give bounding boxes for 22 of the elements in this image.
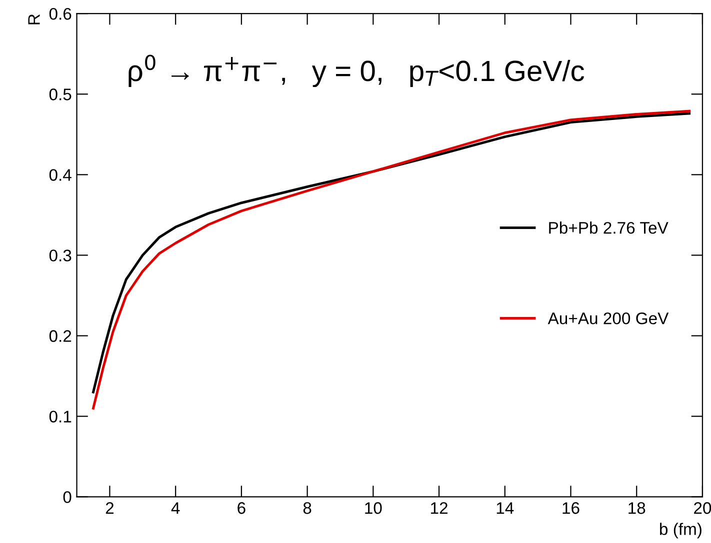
x-tick-label: 12 <box>431 502 448 514</box>
x-axis-title: b (fm) <box>660 522 702 538</box>
legend-label: Pb+Pb 2.76 TeV <box>549 222 668 234</box>
x-tick-label: 10 <box>365 502 382 514</box>
y-tick-label: 0.4 <box>49 169 72 181</box>
x-tick-label: 2 <box>106 502 114 514</box>
x-tick-label: 18 <box>628 502 646 514</box>
x-tick-label: 6 <box>238 502 246 514</box>
y-tick-label: 0.1 <box>49 410 72 423</box>
y-tick-label: 0.2 <box>49 330 72 342</box>
x-tick-label: 20 <box>694 502 711 514</box>
y-tick-label: 0.3 <box>49 250 72 262</box>
x-tick-label: 8 <box>303 502 312 514</box>
y-tick-label: 0.6 <box>49 8 72 20</box>
text: ρ$^{0}$ → π$^{+}$π$^{−}$, y = 0, p$_{T}$<0.1 GeV/c <box>128 54 584 88</box>
legend-label: Au+Au 200 GeV <box>548 312 669 324</box>
y-tick-label: 0.5 <box>49 88 72 100</box>
y-axis-title: R <box>28 14 40 24</box>
x-tick-label: 4 <box>171 502 180 514</box>
y-tick-label: 0 <box>63 491 72 504</box>
x-tick-label: 16 <box>562 502 580 514</box>
x-tick-label: 14 <box>496 502 514 514</box>
